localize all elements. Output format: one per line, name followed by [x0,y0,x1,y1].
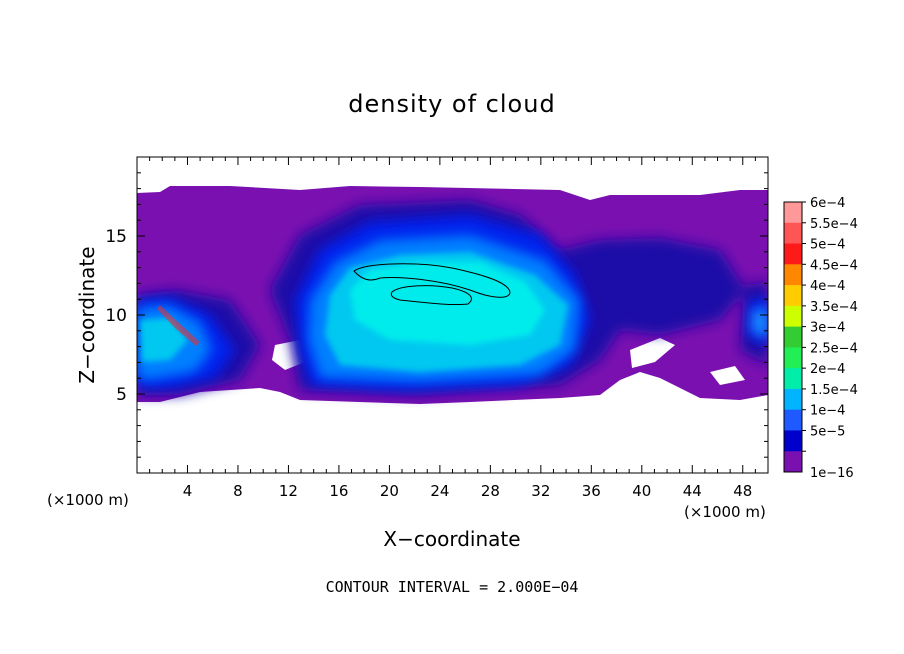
colorbar-label: 1e−4 [810,404,845,419]
y-tick-label: 15 [105,227,127,247]
colorbar: 6e−4 5.5e−4 5e−4 4.5e−4 4e−4 3.5e−4 3e−4 2.5e−4… [783,196,858,481]
colorbar-label: 4.5e−4 [810,258,858,273]
colorbar-swatch [784,347,802,369]
colorbar-swatch [784,264,802,286]
x-tick-label: 36 [582,482,601,500]
colorbar-label: 3e−4 [810,321,845,336]
contour-interval-label: CONTOUR INTERVAL = 2.000E−04 [326,578,579,596]
x-tick-label: 24 [430,482,449,500]
colorbar-swatch [784,409,802,431]
x-tick-label: 20 [380,482,399,500]
y-tick-label: 5 [116,385,127,405]
x-tick-label: 48 [733,482,752,500]
colorbar-label: 1e−16 [810,466,854,481]
colorbar-swatch [784,326,802,348]
colorbar-label: 4e−4 [810,279,845,294]
x-tick-label: 16 [329,482,348,500]
y-tick-label: 10 [105,306,127,326]
y-axis-unit: (×1000 m) [47,491,129,509]
colorbar-swatch [784,285,802,307]
colorbar-label: 3.5e−4 [810,300,858,315]
colorbar-swatch [784,368,802,390]
contour-line-upper [353,263,511,298]
colorbar-label: 6e−4 [810,196,845,211]
plot-area [137,157,768,473]
colorbar-label: 2e−4 [810,362,845,377]
colorbar-swatch [784,202,802,224]
chart-title: density of cloud [348,90,555,118]
x-tick-label: 44 [683,482,702,500]
colorbar-frame [783,201,803,473]
colorbar-label: 5.5e−4 [810,217,858,232]
x-axis-ticks: 4 8 12 16 20 24 28 32 36 40 44 48 [149,157,756,500]
x-tick-label: 40 [632,482,651,500]
y-axis-label: Z−coordinate [75,246,99,383]
colorbar-swatch [784,388,802,411]
x-axis-unit: (×1000 m) [684,503,766,521]
colorbar-swatch [784,430,802,452]
colorbar-swatch [784,222,802,245]
x-tick-label: 32 [531,482,550,500]
contour-line-lower [390,285,472,306]
colorbar-label: 5e−5 [810,424,845,439]
colorbar-label: 5e−4 [810,238,845,253]
y-axis-ticks: 5 10 15 [105,172,768,458]
x-tick-label: 12 [279,482,298,500]
colorbar-label: 1.5e−4 [810,383,858,398]
x-tick-label: 4 [183,482,193,500]
x-tick-label: 28 [481,482,500,500]
x-axis-label: X−coordinate [383,527,520,551]
x-tick-label: 8 [233,482,243,500]
colorbar-swatch [784,451,802,473]
colorbar-swatch [784,305,802,328]
colorbar-label: 2.5e−4 [810,341,858,356]
colorbar-swatch [784,243,802,265]
